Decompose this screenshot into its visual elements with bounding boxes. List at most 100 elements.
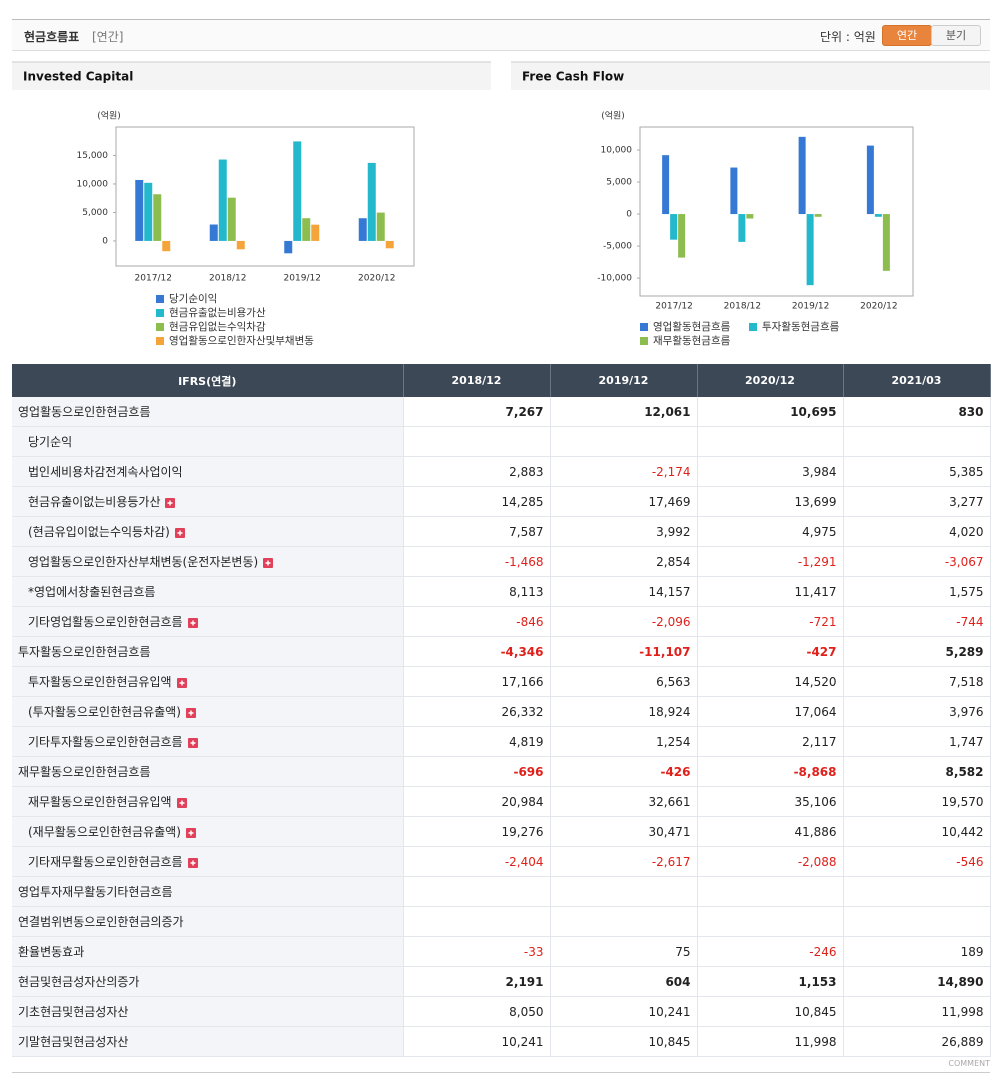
- bar: [670, 214, 678, 240]
- bar: [385, 240, 394, 249]
- cell: 7,587: [403, 516, 551, 547]
- cell: 2,117: [697, 726, 844, 757]
- cell: [550, 426, 698, 457]
- row-label-text: 영업활동으로인한자산부채변동(운전자본변동): [28, 555, 259, 569]
- expand-icon[interactable]: [185, 707, 196, 718]
- column-header: 2020/12: [697, 364, 844, 397]
- row-label-text: 기타영업활동으로인한현금흐름: [28, 615, 183, 629]
- cell: [403, 876, 551, 907]
- cell: [550, 906, 698, 937]
- footer: COMMENT: [12, 1056, 990, 1073]
- expand-icon[interactable]: [187, 857, 198, 868]
- legend-label: 재무활동현금흐름: [653, 334, 731, 347]
- row-label: 재무활동으로인한현금흐름: [12, 756, 404, 787]
- expand-icon[interactable]: [174, 527, 185, 538]
- cell: 8,582: [843, 756, 991, 787]
- row-label: 기타투자활동으로인한현금흐름: [12, 726, 404, 757]
- row-label-text: 현금유출이없는비용등가산: [28, 495, 161, 509]
- bar: [236, 240, 245, 250]
- table-row: 기말현금및현금성자산 10,241 10,845 11,998 26,889: [12, 1026, 991, 1057]
- cell: -2,174: [550, 456, 698, 487]
- bar: [882, 214, 890, 271]
- cell: 30,471: [550, 816, 698, 847]
- table-row: 현금및현금성자산의증가 2,191 604 1,153 14,890: [12, 966, 991, 997]
- bar: [866, 145, 874, 215]
- cell: 1,575: [843, 576, 991, 607]
- cell: 7,267: [403, 397, 551, 427]
- table-row: 기타재무활동으로인한현금흐름 -2,404 -2,617 -2,088 -546: [12, 846, 991, 877]
- cash-flow-table: IFRS(연결) 2018/12 2019/12 2020/12 2021/03 영업활…: [12, 364, 991, 1057]
- cell: -4,346: [403, 636, 551, 667]
- tab-quarter[interactable]: 분기: [931, 25, 981, 46]
- row-label: 법인세비용차감전계속사업이익: [12, 456, 404, 487]
- expand-icon[interactable]: [187, 617, 198, 628]
- cell: 4,819: [403, 726, 551, 757]
- row-label-text: 재무활동으로인한현금흐름: [18, 765, 151, 779]
- cell: [550, 876, 698, 907]
- bar: [135, 179, 144, 241]
- row-label: 기말현금및현금성자산: [12, 1026, 404, 1057]
- legend-swatch: [156, 309, 164, 317]
- row-label-text: *영업에서창출된현금흐름: [28, 585, 156, 599]
- expand-icon[interactable]: [176, 677, 187, 688]
- bar: [376, 212, 385, 241]
- page-title: 현금흐름표: [24, 30, 80, 44]
- row-label: 영업활동으로인한자산부채변동(운전자본변동): [12, 546, 404, 577]
- cell: 14,285: [403, 486, 551, 517]
- cell: 14,890: [843, 966, 991, 997]
- cell: 2,854: [550, 546, 698, 577]
- table-row: 현금유출이없는비용등가산 14,285 17,469 13,699 3,277: [12, 486, 991, 517]
- bar: [144, 182, 153, 241]
- expand-icon[interactable]: [176, 797, 187, 808]
- cell: 8,050: [403, 996, 551, 1027]
- tab-annual[interactable]: 연간: [882, 25, 932, 46]
- cell: 1,254: [550, 726, 698, 757]
- expand-icon[interactable]: [263, 557, 274, 568]
- cell: 20,984: [403, 786, 551, 817]
- bar: [730, 167, 738, 215]
- cell: 14,520: [697, 666, 844, 697]
- table-row: 환율변동효과 -33 75 -246 189: [12, 936, 991, 967]
- x-tick-label: 2019/12: [284, 274, 321, 284]
- row-label-text: 재무활동으로인한현금유입액: [28, 795, 172, 809]
- row-label: 영업활동으로인한현금흐름: [12, 397, 404, 427]
- y-tick-label: -10,000: [597, 274, 632, 284]
- expand-icon[interactable]: [187, 737, 198, 748]
- cell: 1,747: [843, 726, 991, 757]
- panel-title-bar: [511, 62, 990, 90]
- table-row: 영업투자재무활동기타현금흐름: [12, 876, 991, 907]
- x-tick-label: 2018/12: [724, 302, 761, 312]
- bar: [293, 141, 302, 241]
- y-tick-label: -5,000: [603, 242, 632, 252]
- y-axis-label: (억원): [601, 110, 625, 122]
- cell: 75: [550, 936, 698, 967]
- row-label-text: 투자활동으로인한현금유입액: [28, 675, 172, 689]
- row-label-text: 기초현금및현금성자산: [18, 1005, 129, 1019]
- comment-link[interactable]: COMMENT: [948, 1059, 990, 1068]
- table-row: 영업활동으로인한현금흐름 7,267 12,061 10,695 830: [12, 397, 991, 427]
- cell: -846: [403, 606, 551, 637]
- cell: 17,469: [550, 486, 698, 517]
- x-tick-label: 2017/12: [655, 302, 692, 312]
- legend-swatch: [156, 295, 164, 303]
- legend-label: 영업활동으로인한자산및부채변동: [169, 334, 314, 347]
- table-row: 영업활동으로인한자산부채변동(운전자본변동) -1,468 2,854 -1,291-…: [12, 546, 991, 577]
- row-label: 현금유출이없는비용등가산: [12, 486, 404, 517]
- cell: -2,404: [403, 846, 551, 877]
- expand-icon[interactable]: [185, 827, 196, 838]
- table-row: 연결범위변동으로인한현금의증가: [12, 906, 991, 937]
- cell: [697, 906, 844, 937]
- row-label: 연결범위변동으로인한현금의증가: [12, 906, 404, 937]
- table-row: 재무활동으로인한현금유입액 20,984 32,661 35,106 19,570: [12, 786, 991, 817]
- cell: 6,563: [550, 666, 698, 697]
- expand-icon[interactable]: [165, 497, 176, 508]
- cell: -3,067: [843, 546, 991, 577]
- legend-swatch: [156, 323, 164, 331]
- cell: -546: [843, 846, 991, 877]
- header-bar: 현금흐름표 [연간] 단위 : 억원 연간 분기: [12, 19, 990, 51]
- cell: 4,020: [843, 516, 991, 547]
- bar: [162, 240, 171, 252]
- cell: 10,241: [550, 996, 698, 1027]
- cell: 7,518: [843, 666, 991, 697]
